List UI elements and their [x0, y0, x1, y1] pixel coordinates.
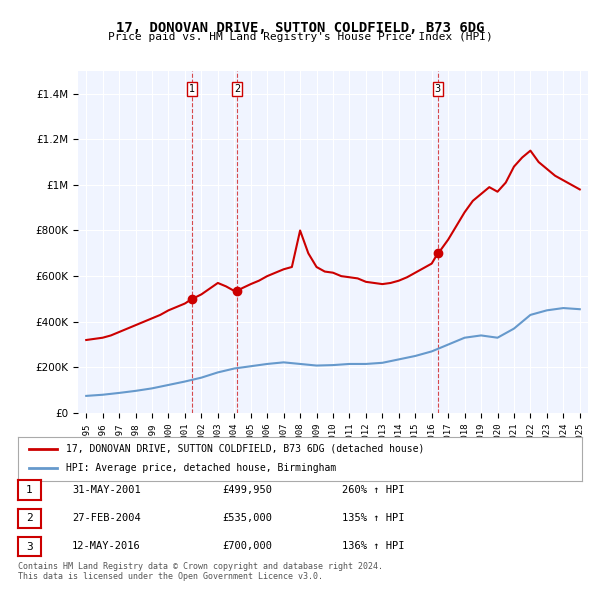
Text: 135% ↑ HPI: 135% ↑ HPI [342, 513, 404, 523]
Text: £535,000: £535,000 [222, 513, 272, 523]
Text: £499,950: £499,950 [222, 485, 272, 494]
Text: 260% ↑ HPI: 260% ↑ HPI [342, 485, 404, 494]
Text: 17, DONOVAN DRIVE, SUTTON COLDFIELD, B73 6DG (detached house): 17, DONOVAN DRIVE, SUTTON COLDFIELD, B73… [66, 444, 424, 454]
Text: 2: 2 [26, 513, 33, 523]
Text: 3: 3 [26, 542, 33, 552]
Text: 31-MAY-2001: 31-MAY-2001 [72, 485, 141, 494]
Text: 3: 3 [435, 84, 441, 94]
Text: Price paid vs. HM Land Registry's House Price Index (HPI): Price paid vs. HM Land Registry's House … [107, 32, 493, 42]
Text: 1: 1 [189, 84, 195, 94]
Text: 1: 1 [26, 485, 33, 495]
Text: HPI: Average price, detached house, Birmingham: HPI: Average price, detached house, Birm… [66, 464, 336, 473]
Text: £700,000: £700,000 [222, 542, 272, 551]
Text: 2: 2 [234, 84, 240, 94]
Text: 17, DONOVAN DRIVE, SUTTON COLDFIELD, B73 6DG: 17, DONOVAN DRIVE, SUTTON COLDFIELD, B73… [116, 21, 484, 35]
Text: 136% ↑ HPI: 136% ↑ HPI [342, 542, 404, 551]
Text: 27-FEB-2004: 27-FEB-2004 [72, 513, 141, 523]
Text: 12-MAY-2016: 12-MAY-2016 [72, 542, 141, 551]
Text: Contains HM Land Registry data © Crown copyright and database right 2024.
This d: Contains HM Land Registry data © Crown c… [18, 562, 383, 581]
